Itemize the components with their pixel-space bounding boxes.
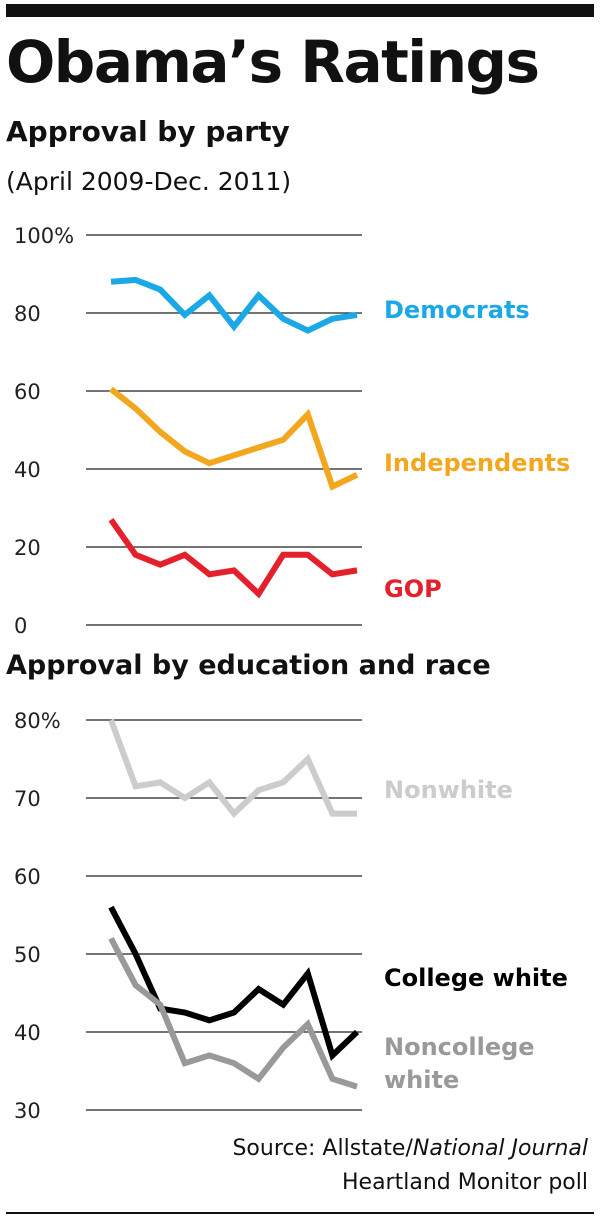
edu-series-label-noncollege-white: Noncollege white (384, 1033, 535, 1094)
party-series-label-independents: Independents (384, 449, 570, 477)
bottom-rule (6, 1212, 594, 1214)
party-series-label-gop: GOP (384, 575, 442, 603)
source-line-2: Heartland Monitor poll (342, 1170, 588, 1195)
source-publication: National Journal (412, 1136, 588, 1161)
party-y-tick-label: 20 (14, 536, 41, 560)
edu-series-line-noncollege-white (108, 937, 358, 1090)
party-y-tick-label: 80 (14, 302, 41, 326)
education-chart-title: Approval by education and race (6, 650, 491, 681)
edu-series-line-college-white (108, 905, 360, 1061)
party-approval-chart: 100% 80 60 40 20 0 Democrats Independents GOP (14, 224, 570, 638)
party-y-tick-label: 60 (14, 380, 41, 404)
edu-series-label-line: Noncollege (384, 1033, 535, 1061)
party-y-tick-label: 40 (14, 458, 41, 482)
party-series-label-democrats: Democrats (384, 296, 530, 324)
party-chart-subtitle: (April 2009-Dec. 2011) (6, 167, 292, 196)
page-title: Obama’s Ratings (6, 28, 540, 96)
party-series-line-democrats (110, 276, 358, 334)
edu-y-tick-label: 70 (14, 787, 41, 811)
edu-series-label-college-white: College white (384, 964, 568, 992)
edu-y-tick-label: 60 (14, 865, 41, 889)
party-y-tick-label: 0 (14, 614, 27, 638)
edu-series-label-line: white (384, 1066, 459, 1094)
source-line-1: Source: Allstate/National Journal (232, 1134, 588, 1164)
party-chart-title: Approval by party (6, 115, 290, 148)
education-race-approval-chart: 80% 70 60 50 40 30 Nonwhite College white Noncol… (14, 709, 568, 1123)
party-series-line-independents (109, 386, 359, 491)
edu-series-line-nonwhite (108, 718, 357, 819)
edu-y-tick-label: 80% (14, 709, 61, 733)
party-y-tick-label: 100% (14, 224, 74, 248)
edu-y-tick-label: 30 (14, 1099, 41, 1123)
edu-y-tick-label: 50 (14, 943, 41, 967)
edu-series-label-nonwhite: Nonwhite (384, 776, 513, 804)
party-series-line-gop (108, 517, 358, 599)
source-prefix: Source: Allstate/ (232, 1136, 413, 1161)
top-rule (6, 4, 594, 17)
edu-y-tick-label: 40 (14, 1021, 41, 1045)
